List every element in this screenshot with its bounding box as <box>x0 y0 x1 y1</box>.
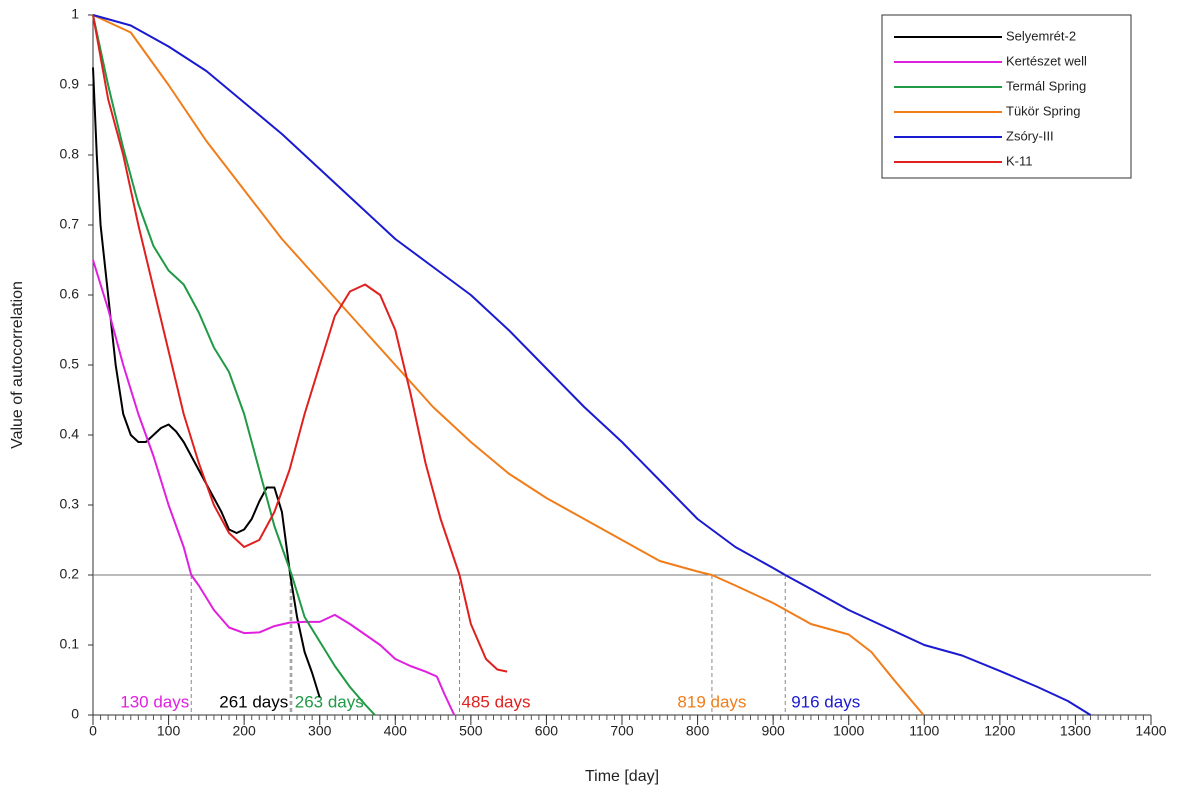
x-tick-label: 700 <box>610 723 634 739</box>
x-axis-title: Time [day] <box>585 768 659 785</box>
y-tick-label: 0.2 <box>60 566 80 582</box>
x-tick-label: 1100 <box>909 723 939 739</box>
legend-box <box>881 14 1132 179</box>
y-tick-label: 0.6 <box>60 286 80 302</box>
annotation-label: 819 days <box>677 692 746 711</box>
legend-label: K-11 <box>1006 153 1033 168</box>
x-tick-label: 600 <box>535 723 559 739</box>
series-line <box>92 14 376 716</box>
x-tick-label: 500 <box>459 723 483 739</box>
series-line <box>92 14 925 716</box>
y-axis-title: Value of autocorrelation <box>9 281 26 449</box>
y-tick-label: 0.9 <box>60 76 80 92</box>
legend-label: Zsóry-III <box>1006 128 1054 143</box>
y-tick-label: 0.5 <box>60 356 80 372</box>
x-tick-label: 1200 <box>984 723 1015 739</box>
y-tick-label: 0 <box>71 706 79 722</box>
y-tick-label: 1 <box>71 6 79 22</box>
y-tick-label: 0.1 <box>60 636 80 652</box>
y-tick-label: 0.7 <box>60 216 80 232</box>
annotation-label: 263 days <box>295 692 364 711</box>
y-tick-label: 0.4 <box>60 426 80 442</box>
legend-label: Selyemrét-2 <box>1006 28 1076 43</box>
x-tick-label: 300 <box>308 723 332 739</box>
legend-label: Tükör Spring <box>1006 103 1080 118</box>
y-tick-label: 0.8 <box>60 146 80 162</box>
series-line <box>92 67 321 698</box>
series-line <box>92 14 508 673</box>
annotation-label: 261 days <box>219 692 288 711</box>
annotation-label: 916 days <box>791 692 860 711</box>
x-tick-label: 1300 <box>1060 723 1091 739</box>
x-tick-label: 400 <box>384 723 408 739</box>
annotation-label: 485 days <box>462 692 531 711</box>
annotation-label: 130 days <box>120 692 189 711</box>
x-tick-label: 1400 <box>1135 723 1166 739</box>
x-tick-label: 0 <box>89 723 97 739</box>
legend-label: Termál Spring <box>1006 78 1086 93</box>
x-tick-label: 1000 <box>833 723 864 739</box>
series-line <box>92 14 1092 716</box>
x-tick-label: 800 <box>686 723 710 739</box>
x-tick-label: 900 <box>761 723 785 739</box>
y-tick-label: 0.3 <box>60 496 80 512</box>
legend-label: Kertészet well <box>1006 53 1087 68</box>
x-tick-label: 100 <box>157 723 181 739</box>
x-tick-label: 200 <box>232 723 256 739</box>
series-line <box>92 259 456 716</box>
